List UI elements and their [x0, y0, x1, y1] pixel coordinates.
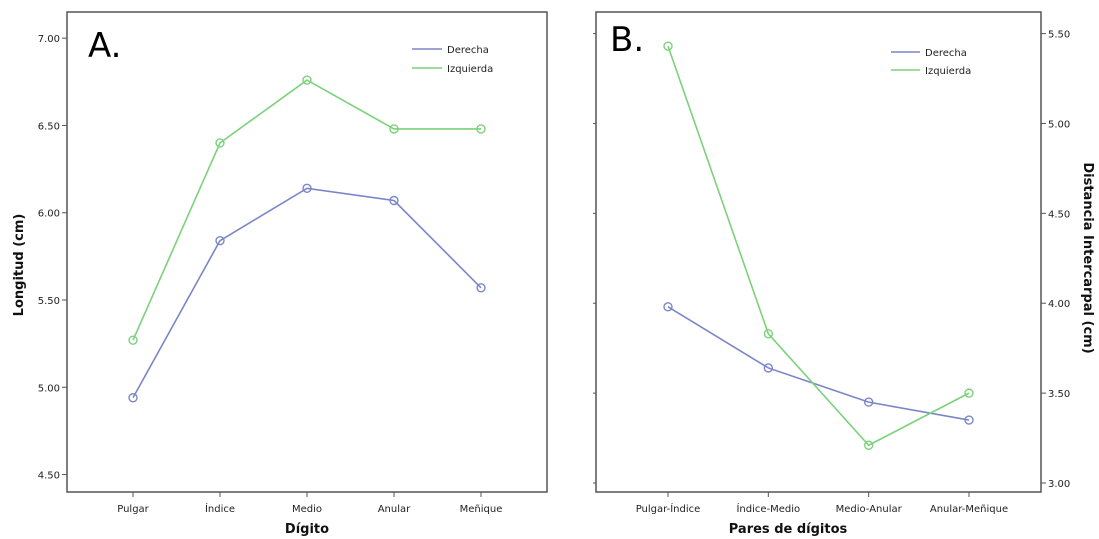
x-axis-title: Pares de dígitos: [729, 522, 848, 537]
data-point-izquierda: [763, 329, 774, 339]
x-tick-label: Índice-Medio: [736, 502, 800, 515]
data-point-izquierda: [863, 440, 874, 450]
data-point-izquierda: [476, 124, 486, 134]
y-tick-label: 3.00: [1048, 479, 1070, 490]
series-line-izquierda: [667, 45, 970, 447]
data-point-izquierda: [128, 335, 138, 345]
series-line-derecha: [132, 187, 482, 399]
x-tick-label: Meñique: [460, 504, 503, 515]
data-point-derecha: [763, 363, 774, 373]
y-tick-label: 4.00: [1048, 299, 1070, 310]
y-tick-label: 6.50: [38, 121, 60, 132]
data-point-izquierda: [302, 75, 312, 85]
data-point-derecha: [476, 283, 486, 293]
data-point-derecha: [863, 397, 874, 407]
legend-label-derecha: Derecha: [447, 45, 489, 56]
legend-label-izquierda: Izquierda: [925, 66, 971, 77]
data-point-izquierda: [964, 388, 974, 398]
y-tick-label: 6.00: [38, 209, 60, 220]
data-point-derecha: [389, 195, 399, 206]
y-tick-label: 7.00: [38, 34, 60, 45]
chart-panel-a: A. Derecha Izquierda 4.50 5.00 5.50 6.00 6.5…: [12, 11, 548, 537]
series-line-derecha: [667, 306, 970, 421]
x-tick-label: Medio: [292, 504, 322, 515]
data-point-derecha: [302, 183, 312, 193]
data-point-derecha: [964, 415, 974, 425]
y-tick-label: 5.00: [1048, 119, 1070, 130]
legend: Derecha Izquierda: [891, 48, 971, 77]
y-tick-label: 5.50: [38, 296, 60, 307]
legend-label-derecha: Derecha: [925, 48, 967, 59]
data-point-izquierda: [663, 41, 673, 51]
data-point-izquierda: [215, 138, 225, 148]
panel-label: B.: [610, 20, 644, 60]
legend: Derecha Izquierda: [412, 45, 493, 75]
y-axis-title: Longitud (cm): [12, 214, 27, 317]
x-tick-label: Pulgar: [117, 504, 149, 515]
plot-frame: [66, 11, 548, 493]
y-tick-label: 5.00: [38, 383, 60, 394]
x-axis-title: Dígito: [285, 522, 329, 537]
x-tick-label: Índice: [205, 502, 235, 515]
y-axis-title: Distancia Intercarpal (cm): [1080, 162, 1095, 353]
y-tick-label: 3.50: [1048, 389, 1070, 400]
x-tick-label: Anular-Meñique: [930, 504, 1008, 515]
x-tick-label: Anular: [378, 504, 411, 515]
y-tick-label: 4.50: [38, 471, 60, 482]
x-tick-label: Medio-Anular: [836, 504, 903, 515]
data-point-derecha: [128, 393, 138, 403]
plot-frame: [595, 11, 1042, 493]
y-tick-label: 5.50: [1048, 30, 1070, 41]
x-tick-label: Pulgar-Índice: [636, 502, 701, 515]
legend-label-izquierda: Izquierda: [447, 64, 493, 75]
data-point-izquierda: [389, 124, 399, 134]
panel-label: A.: [88, 26, 121, 66]
chart-panel-b: B. Derecha Izquierda 3.00 3.50 4.00 4.50 5.0…: [593, 11, 1095, 537]
data-point-derecha: [215, 235, 225, 246]
y-tick-label: 4.50: [1048, 209, 1070, 220]
series-line-izquierda: [132, 79, 481, 341]
data-point-derecha: [663, 302, 673, 312]
